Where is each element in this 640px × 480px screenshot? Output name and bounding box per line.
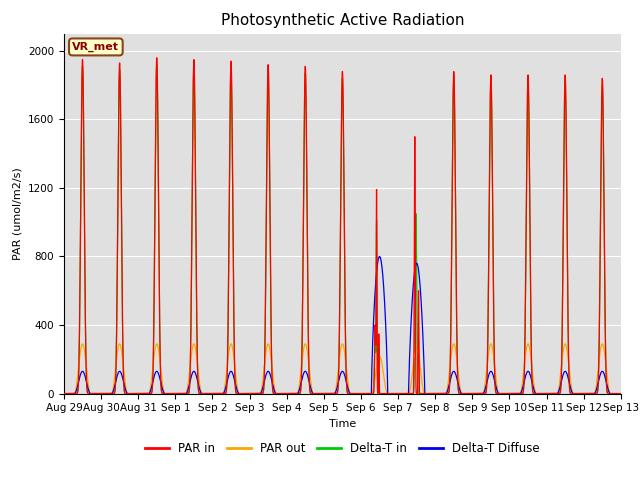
X-axis label: Time: Time [329,419,356,429]
Text: VR_met: VR_met [72,42,119,52]
Legend: PAR in, PAR out, Delta-T in, Delta-T Diffuse: PAR in, PAR out, Delta-T in, Delta-T Dif… [140,437,545,460]
Title: Photosynthetic Active Radiation: Photosynthetic Active Radiation [221,13,464,28]
Y-axis label: PAR (umol/m2/s): PAR (umol/m2/s) [12,167,22,260]
